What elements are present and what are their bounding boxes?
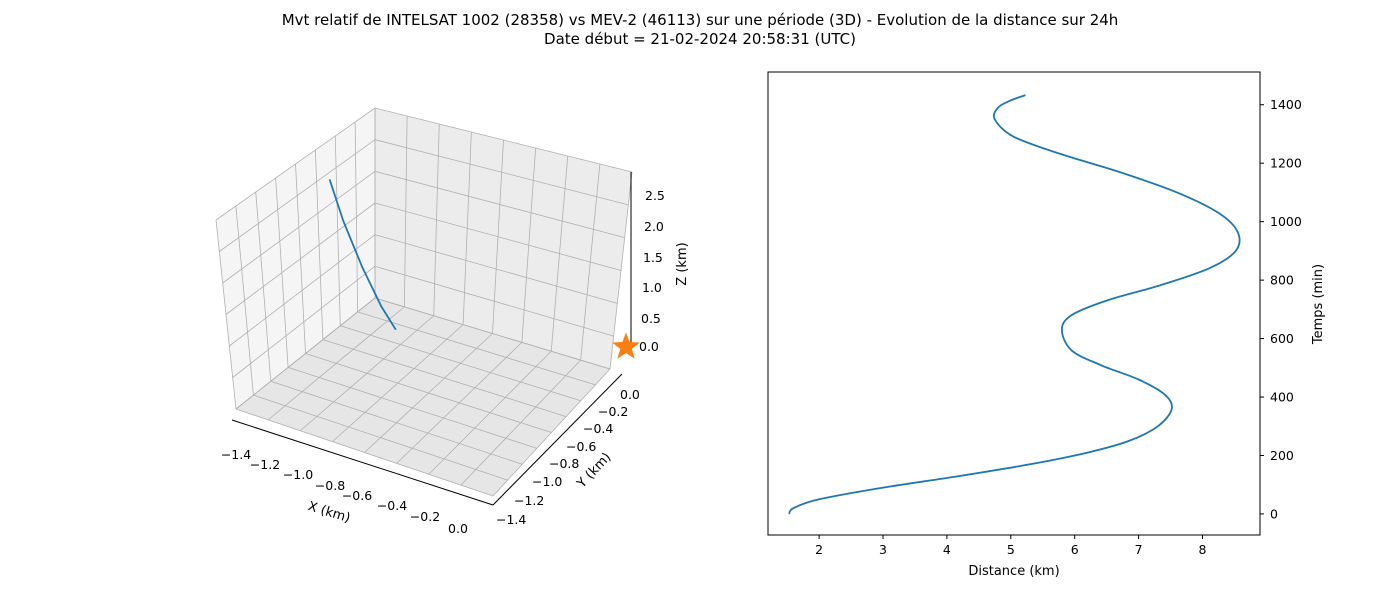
y-tick-labels: 0.0 −0.2 −0.4 −0.6 −0.8 −1.0 −1.2 −1.4 [496, 387, 640, 527]
y-tick-label: 600 [1270, 331, 1294, 346]
y-axis-line [492, 373, 623, 506]
gridline [229, 234, 376, 347]
gridline [222, 171, 376, 284]
gridline [219, 139, 376, 252]
x-tick-labels: −1.4 −1.2 −1.0 −0.8 −0.6 −0.4 −0.2 0.0 [221, 447, 468, 536]
y-tick-label: −0.8 [549, 456, 579, 471]
gridline [374, 234, 618, 304]
figure-title: Mvt relatif de INTELSAT 1002 (28358) vs … [282, 11, 1119, 29]
figure-subtitle: Date début = 21-02-2024 20:58:31 (UTC) [544, 30, 856, 48]
y-tick-label: −1.0 [532, 474, 562, 489]
z-tick-label: 1.5 [643, 250, 663, 265]
gridline [374, 139, 629, 206]
y-tick-label: 800 [1270, 273, 1294, 288]
x-tick-label: 8 [1199, 542, 1207, 557]
gridline [340, 325, 581, 402]
y-tick-label: 0 [1270, 506, 1278, 521]
relative-motion-3d-chart: −1.4 −1.2 −1.0 −0.8 −0.6 −0.4 −0.2 0.0 X… [215, 107, 690, 536]
gridline [305, 353, 552, 433]
x-tick-label: −0.8 [315, 478, 345, 493]
x-tick-label: 2 [815, 542, 823, 557]
gridline [374, 202, 622, 271]
x-tick-label: 0.0 [448, 521, 468, 536]
gridline [460, 359, 581, 486]
x-tick-label: −1.2 [250, 457, 280, 472]
x-axis-label: X (km) [306, 499, 352, 526]
x-tick-label: −0.2 [410, 509, 440, 524]
gridline [322, 339, 567, 418]
y-tick-label: −1.4 [496, 512, 526, 527]
distance-vs-time-chart: 2 3 4 5 6 7 8 0 200 400 600 800 1000 1200 1400 Distan… [767, 71, 1326, 579]
x-tick-label: −0.4 [377, 498, 407, 513]
y-tick-label: 200 [1270, 448, 1294, 463]
x-ticks: 2 3 4 5 6 7 8 [815, 535, 1207, 557]
gridline [374, 170, 625, 239]
plot-area [767, 71, 1261, 536]
gridline [235, 297, 376, 410]
z-tick-label: 0.0 [639, 339, 659, 354]
x-tick-label: 5 [1007, 542, 1015, 557]
y-axis-label: Y (km) [574, 450, 615, 492]
x-tick-label: 6 [1071, 542, 1079, 557]
y-tick-label: 0.0 [620, 387, 640, 402]
series-3d [328, 179, 640, 359]
x-tick-label: −1.0 [283, 467, 313, 482]
z-axis-label: Z (km) [675, 242, 690, 285]
trajectory-line [328, 179, 397, 331]
x-tick-label: −0.6 [342, 488, 372, 503]
gridline [374, 107, 633, 173]
star-marker [612, 332, 640, 359]
gridline [225, 202, 376, 315]
z-tick-label: 0.5 [641, 311, 661, 326]
x-tick-label: −1.4 [221, 447, 251, 462]
grid-3d [215, 107, 633, 497]
gridline [428, 350, 552, 475]
y-tick-label: −1.2 [514, 493, 544, 508]
y-tick-label: 1000 [1270, 214, 1302, 229]
x-tick-label: 4 [943, 542, 951, 557]
gridline [215, 107, 376, 221]
y-tick-label: 1200 [1270, 156, 1302, 171]
gridline [357, 311, 596, 386]
y-ticks: 0 200 400 600 800 1000 1200 1400 [1260, 97, 1302, 521]
y-tick-label: −0.2 [598, 404, 628, 419]
pane-back-left [216, 108, 375, 409]
gridline [374, 265, 614, 337]
z-tick-labels: 0.0 0.5 1.0 1.5 2.0 2.5 [639, 188, 665, 354]
z-tick-label: 1.0 [642, 280, 662, 295]
z-tick-label: 2.0 [644, 219, 664, 234]
x-axis-label: Distance (km) [968, 564, 1059, 579]
gridline [232, 266, 376, 378]
x-tick-label: 7 [1135, 542, 1143, 557]
distance-series-line [788, 94, 1241, 515]
gridline [396, 342, 523, 464]
x-tick-label: 3 [879, 542, 887, 557]
y-tick-label: 1400 [1270, 97, 1302, 112]
series-2d [788, 94, 1241, 515]
y-axis-label: Temps (min) [1311, 264, 1326, 345]
z-tick-label: 2.5 [645, 188, 665, 203]
x-axis-line [231, 419, 494, 506]
y-tick-label: −0.6 [566, 439, 596, 454]
gridline [374, 297, 611, 370]
gridline [492, 368, 611, 497]
y-tick-label: −0.4 [583, 421, 613, 436]
y-tick-label: 400 [1270, 390, 1294, 405]
